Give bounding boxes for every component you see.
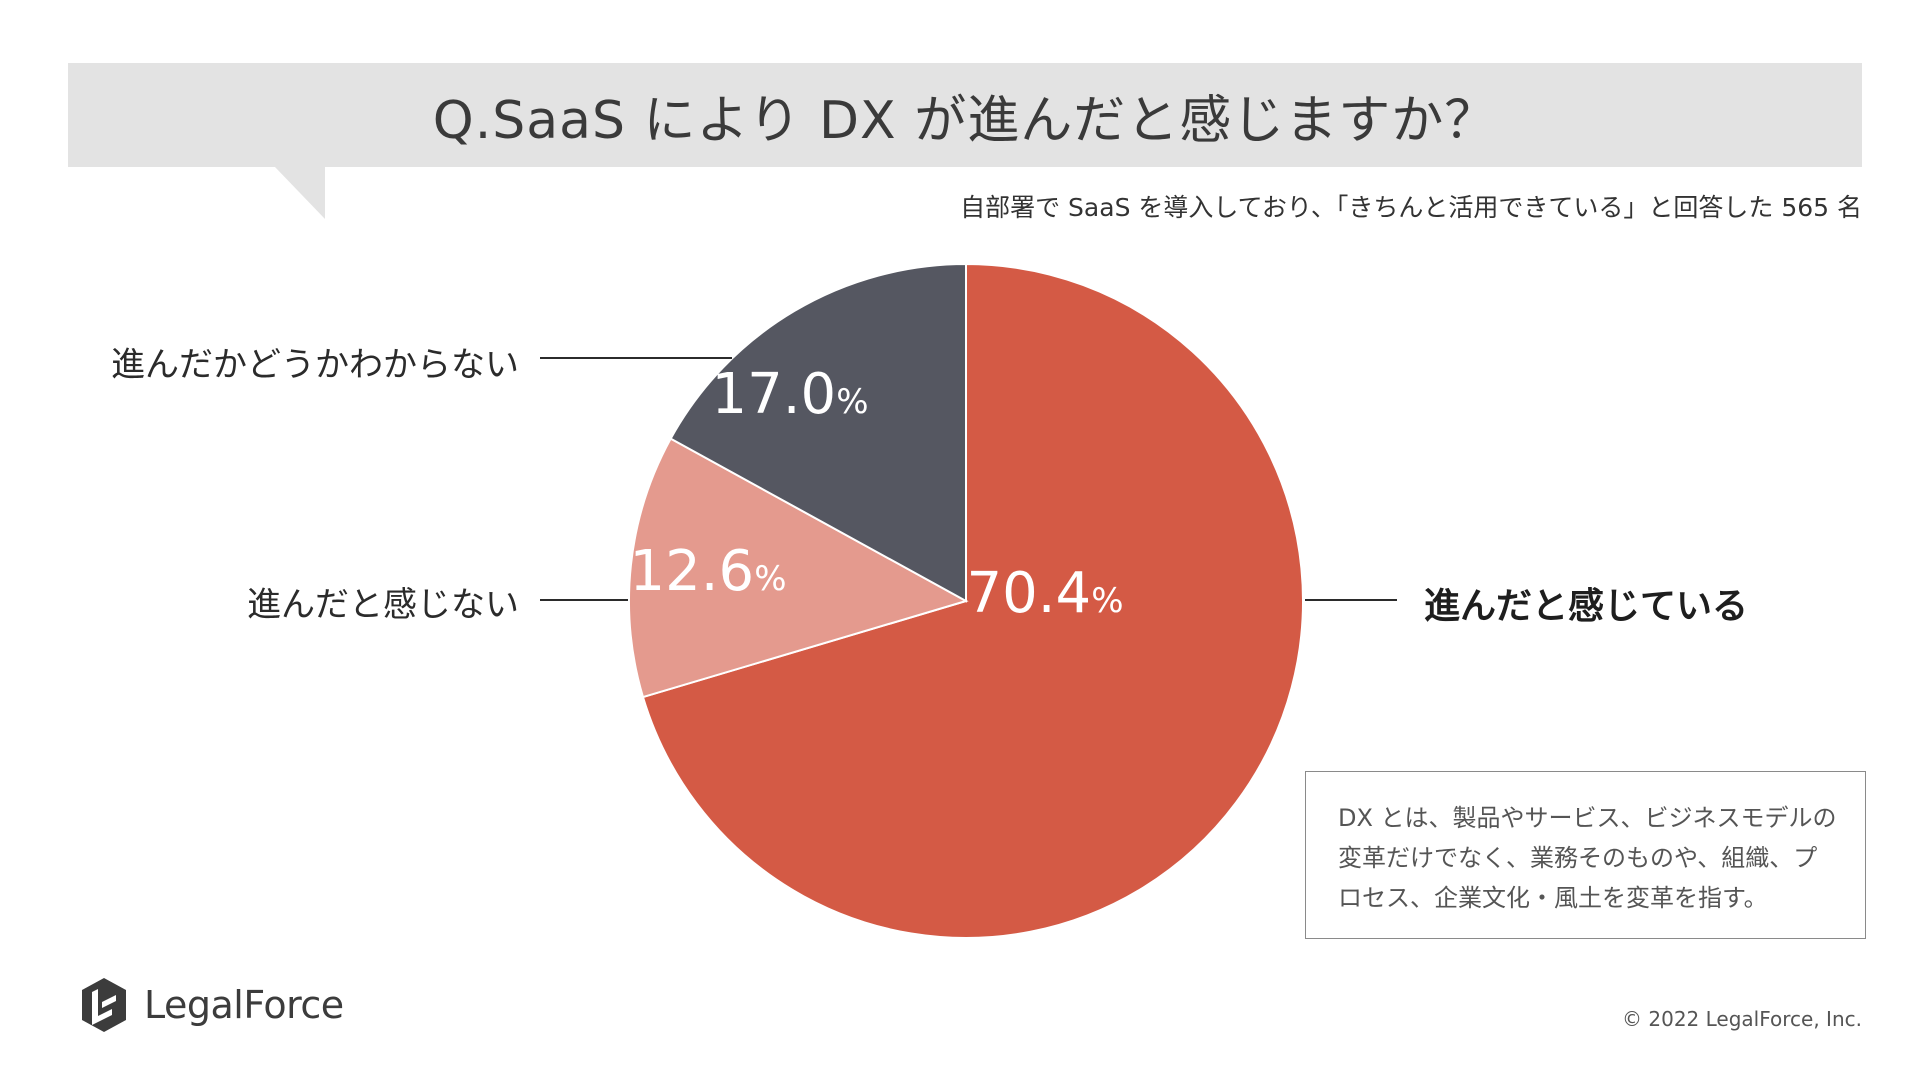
slice-yes-value-label: 70.4% — [967, 561, 1124, 626]
slice-no-value-label: 12.6% — [630, 539, 787, 604]
slice-no — [628, 437, 969, 699]
leader-line-yes — [1305, 599, 1397, 601]
legalforce-logo-icon — [82, 978, 126, 1032]
respondents-note: 自部署で SaaS を導入しており、「きちんと活用できている」と回答した 565… — [960, 193, 1862, 222]
dx-definition-line: 変革だけでなく、業務そのものや、組織、プ — [1338, 844, 1818, 872]
slice-yes — [641, 262, 1304, 939]
brand-logo: LegalForce — [80, 976, 344, 1034]
leader-line-no — [540, 599, 628, 601]
speech-bubble-tail — [275, 167, 325, 219]
page-title: Q.SaaS により DX が進んだと感じますか？ — [432, 90, 1498, 151]
logo-text: LegalForce — [144, 983, 344, 1027]
category-label-yes: 進んだと感じている — [1424, 586, 1749, 627]
copyright: © 2022 LegalForce, Inc. — [1622, 1007, 1862, 1031]
slice-unknown-value-label: 17.0% — [712, 362, 869, 427]
category-label-no: 進んだと感じない — [247, 585, 519, 625]
slice-unknown — [669, 262, 967, 603]
dx-definition-line: ロセス、企業文化・風土を変革を指す。 — [1338, 884, 1768, 912]
dx-definition-line: DX とは、製品やサービス、ビジネスモデルの — [1338, 804, 1837, 832]
leader-line-unknown — [540, 357, 732, 359]
category-label-unknown: 進んだかどうかわからない — [111, 345, 519, 385]
dx-definition-box: DX とは、製品やサービス、ビジネスモデルの 変革だけでなく、業務そのものや、組… — [1305, 771, 1866, 939]
title-banner: Q.SaaS により DX が進んだと感じますか？ — [68, 63, 1862, 167]
